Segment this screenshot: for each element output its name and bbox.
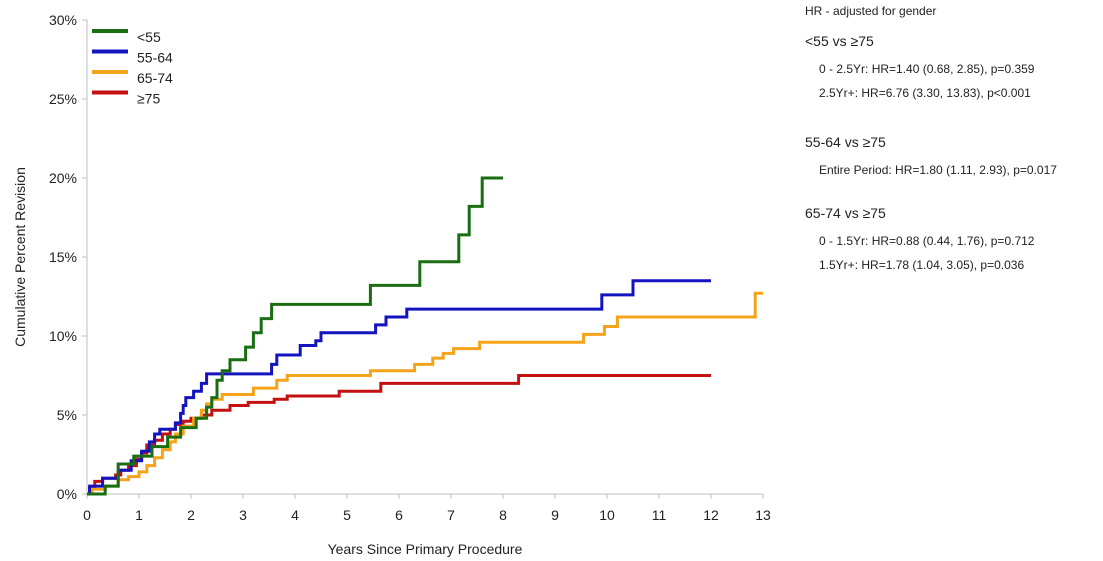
- legend-label: <55: [137, 29, 161, 45]
- x-tick-label: 8: [499, 507, 507, 523]
- stats-title: HR - adjusted for gender: [805, 4, 937, 18]
- y-tick-label: 15%: [49, 249, 77, 265]
- x-tick-label: 9: [551, 507, 559, 523]
- x-tick-label: 2: [187, 507, 195, 523]
- x-tick-label: 3: [239, 507, 247, 523]
- y-axis-title: Cumulative Percent Revision: [12, 167, 28, 347]
- x-tick-label: 12: [703, 507, 719, 523]
- series-line-2: [87, 291, 763, 496]
- x-tick-label: 6: [395, 507, 403, 523]
- x-tick-label: 5: [343, 507, 351, 523]
- comparison-heading: <55 vs ≥75: [805, 33, 874, 49]
- x-tick-label: 7: [447, 507, 455, 523]
- axes: 0 1 2 3 4 5 6 7 8 9 10 11 12 130%5%10%15%20%25%30%: [49, 12, 771, 523]
- hazard-ratio-line: Entire Period: HR=1.80 (1.11, 2.93), p=0…: [819, 163, 1057, 177]
- legend: <55 55-64 65-74 ≥75: [92, 29, 173, 107]
- x-tick-label: 4: [291, 507, 299, 523]
- series-line-0: [87, 176, 503, 496]
- series-layer: [87, 176, 763, 496]
- hazard-ratio-line: 0 - 1.5Yr: HR=0.88 (0.44, 1.76), p=0.712: [819, 234, 1035, 248]
- x-tick-label: 10: [599, 507, 615, 523]
- x-tick-label: 1: [135, 507, 143, 523]
- y-tick-label: 20%: [49, 170, 77, 186]
- comparison-heading: 55-64 vs ≥75: [805, 134, 886, 150]
- comparison-heading: 65-74 vs ≥75: [805, 205, 886, 221]
- x-tick-label: 0: [83, 507, 91, 523]
- y-tick-label: 0%: [57, 486, 77, 502]
- legend-label: 55-64: [137, 50, 173, 66]
- y-tick-label: 10%: [49, 328, 77, 344]
- cumulative-revision-chart: 0 1 2 3 4 5 6 7 8 9 10 11 12 130%5%10%15%20%25%30% <5…: [12, 12, 771, 557]
- hazard-ratio-line: 2.5Yr+: HR=6.76 (3.30, 13.83), p<0.001: [819, 86, 1031, 100]
- x-tick-label: 13: [755, 507, 771, 523]
- y-tick-label: 30%: [49, 12, 77, 28]
- legend-label: 65-74: [137, 70, 173, 86]
- legend-label: ≥75: [137, 91, 160, 107]
- y-tick-label: 25%: [49, 91, 77, 107]
- hazard-ratio-line: 1.5Yr+: HR=1.78 (1.04, 3.05), p=0.036: [819, 258, 1025, 272]
- x-tick-label: 11: [652, 507, 667, 523]
- y-tick-label: 5%: [57, 407, 77, 423]
- hazard-ratio-line: 0 - 2.5Yr: HR=1.40 (0.68, 2.85), p=0.359: [819, 62, 1035, 76]
- series-line-1: [87, 279, 711, 496]
- x-axis-title: Years Since Primary Procedure: [328, 541, 523, 557]
